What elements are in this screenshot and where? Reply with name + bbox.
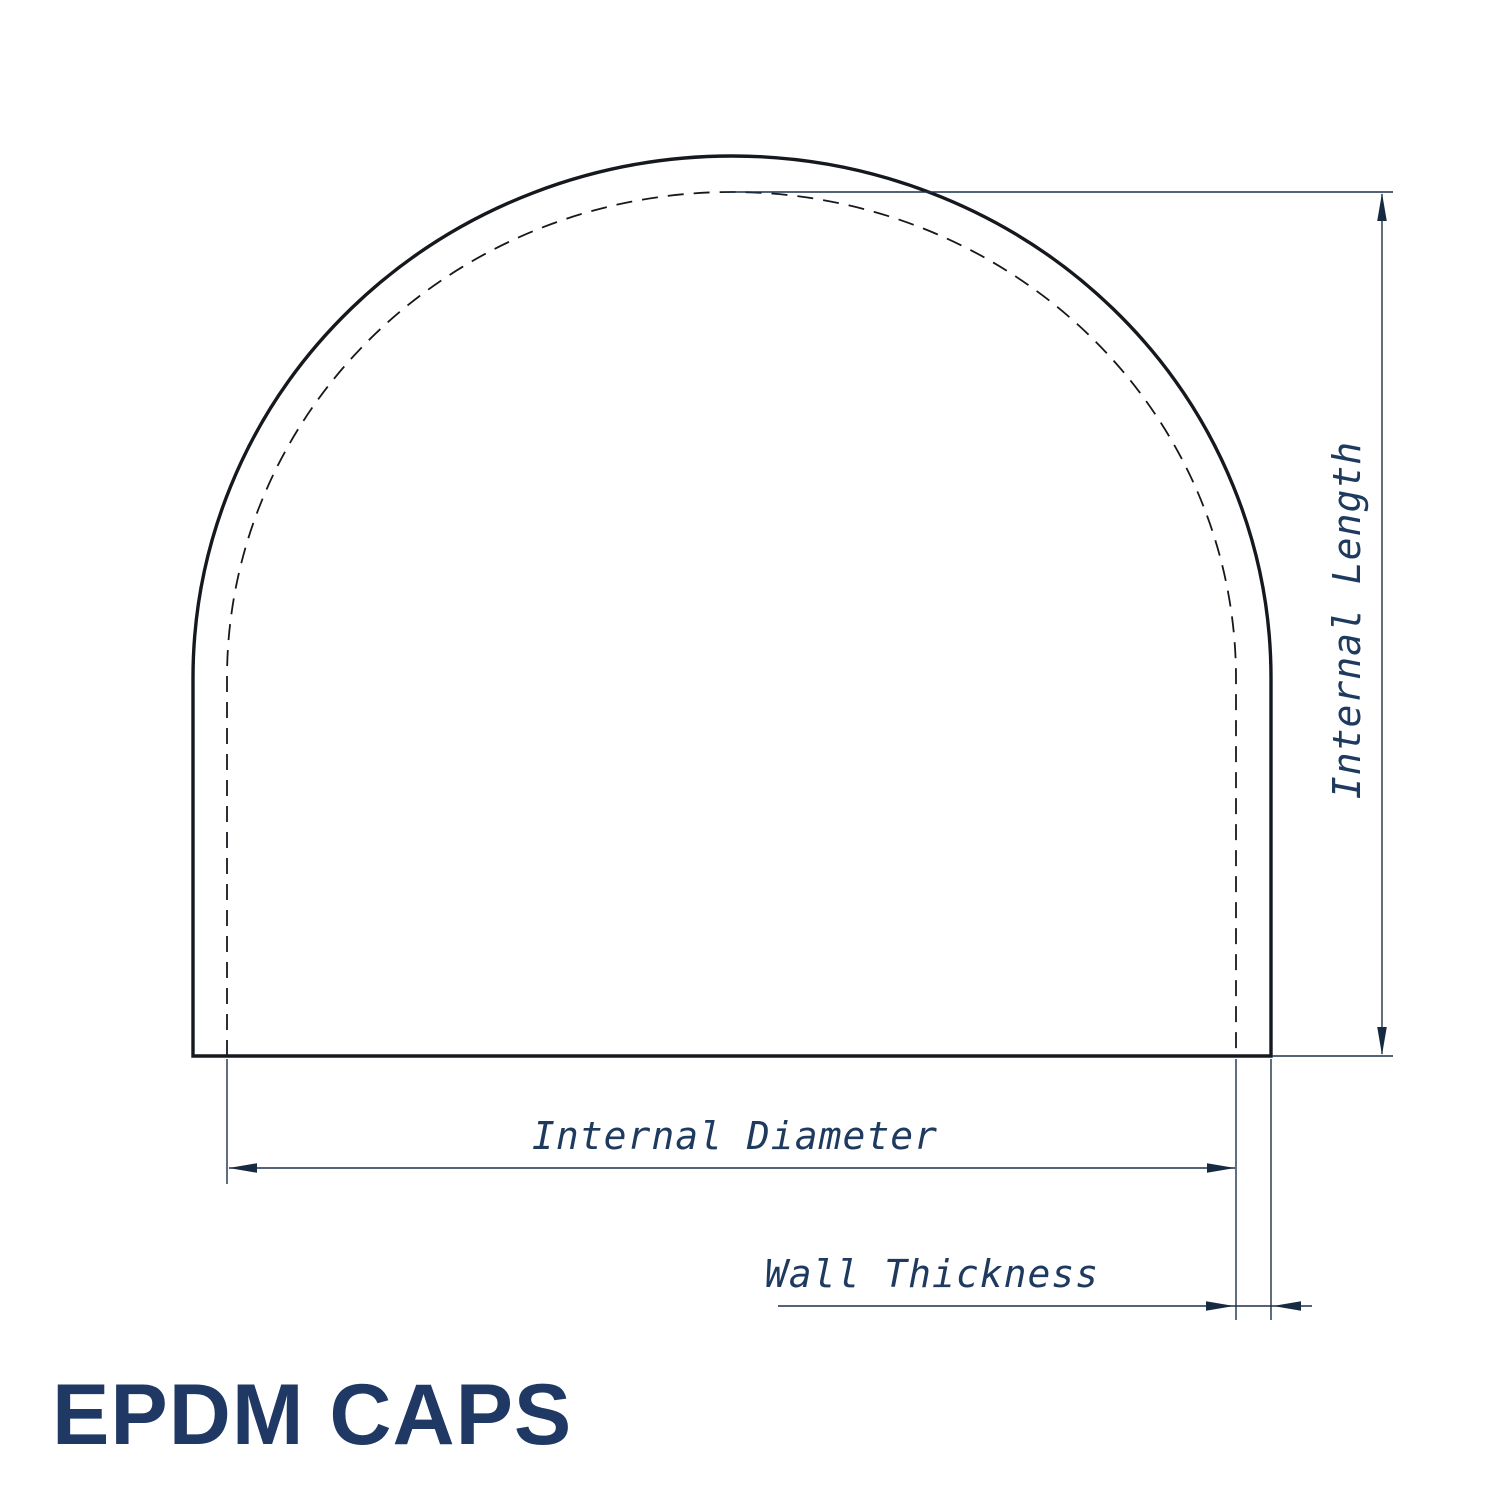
internal-diameter-arrow-left	[229, 1163, 257, 1173]
internal-diameter-label: Internal Diameter	[532, 1114, 938, 1158]
internal-diameter-arrow-right	[1207, 1163, 1235, 1173]
cap-outer-profile	[191, 154, 1273, 1058]
internal-length-label: Internal Length	[1325, 441, 1369, 799]
page-title: EPDM CAPS	[52, 1367, 573, 1463]
wall-thickness-label: Wall Thickness	[765, 1252, 1099, 1296]
wall-thickness-arrow-right-pointing	[1206, 1301, 1234, 1311]
wall-thickness-arrow-left-pointing	[1273, 1301, 1301, 1311]
internal-length-arrow-up	[1377, 193, 1387, 221]
internal-length-arrow-down	[1377, 1027, 1387, 1055]
cap-inner-cavity-profile	[226, 191, 1237, 1056]
